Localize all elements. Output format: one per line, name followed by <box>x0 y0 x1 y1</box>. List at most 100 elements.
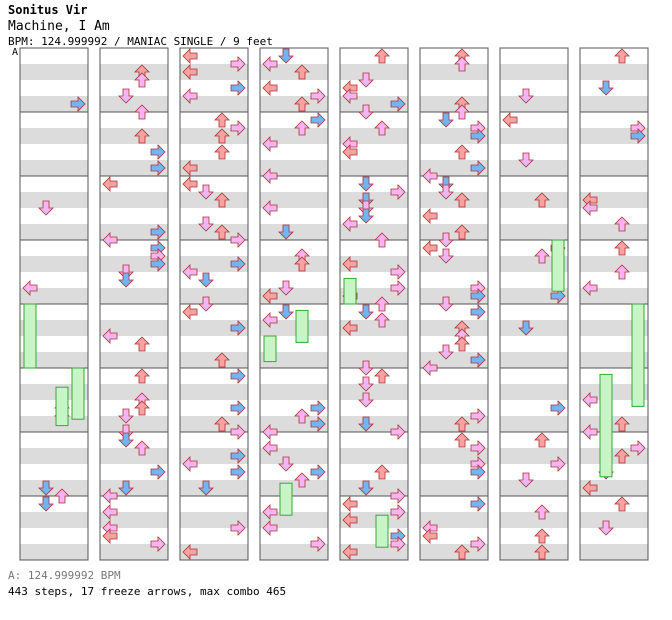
beat-stripe <box>180 64 248 80</box>
step-arrow <box>262 80 278 96</box>
chart-column-border <box>259 47 329 561</box>
beat-stripe <box>20 224 88 240</box>
step-arrow <box>534 248 550 264</box>
step-arrow <box>534 504 550 520</box>
beat-stripe <box>580 288 648 304</box>
step-arrow <box>230 448 246 464</box>
step-arrow <box>470 160 486 176</box>
step-arrow <box>230 520 246 536</box>
beat-stripe <box>100 64 168 80</box>
beat-stripe <box>580 512 648 528</box>
bpm-marker: A <box>12 47 19 58</box>
step-arrow <box>294 120 310 136</box>
step-arrow <box>262 424 278 440</box>
step-arrow <box>118 408 134 424</box>
beat-stripe <box>20 96 88 112</box>
chart-column-border <box>419 47 489 561</box>
step-arrow <box>342 88 358 104</box>
step-arrow <box>518 320 534 336</box>
step-arrow <box>230 80 246 96</box>
step-arrow <box>422 528 438 544</box>
chart-column-border <box>579 47 649 561</box>
step-arrow <box>230 424 246 440</box>
beat-stripe <box>20 320 88 336</box>
step-arrow <box>358 104 374 120</box>
beat-stripe <box>100 96 168 112</box>
step-arrow <box>358 376 374 392</box>
beat-stripe <box>100 224 168 240</box>
beat-stripe <box>260 160 328 176</box>
step-arrow <box>118 272 134 288</box>
step-arrow <box>70 96 86 112</box>
step-arrow <box>502 112 518 128</box>
beat-stripe <box>500 192 568 208</box>
step-arrow <box>262 288 278 304</box>
beat-stripe <box>420 352 488 368</box>
step-arrow <box>342 256 358 272</box>
beat-stripe <box>20 416 88 432</box>
beat-stripe <box>580 416 648 432</box>
step-arrow <box>598 520 614 536</box>
step-arrow <box>390 488 406 504</box>
step-arrow <box>230 232 246 248</box>
step-arrow <box>534 432 550 448</box>
step-arrow <box>342 320 358 336</box>
beat-stripe <box>20 160 88 176</box>
step-arrow <box>230 56 246 72</box>
step-arrow <box>438 344 454 360</box>
beat-stripe <box>260 384 328 400</box>
step-arrow <box>134 440 150 456</box>
beat-stripe <box>340 320 408 336</box>
beat-stripe <box>580 192 648 208</box>
step-arrow <box>438 232 454 248</box>
beat-stripe <box>580 544 648 560</box>
beat-stripe <box>20 64 88 80</box>
chart-column-border <box>99 47 169 561</box>
beat-stripe <box>20 480 88 496</box>
freeze-arrow <box>343 277 357 305</box>
beat-stripe <box>180 128 248 144</box>
step-arrow <box>374 232 390 248</box>
step-arrow <box>470 408 486 424</box>
step-arrow <box>198 184 214 200</box>
step-arrow <box>198 216 214 232</box>
beat-stripe <box>420 320 488 336</box>
beat-stripe <box>340 224 408 240</box>
beat-stripe <box>20 128 88 144</box>
beat-stripe <box>580 224 648 240</box>
step-arrow <box>470 440 486 456</box>
step-arrow <box>182 176 198 192</box>
step-arrow <box>214 128 230 144</box>
step-arrow <box>182 48 198 64</box>
step-arrow <box>614 240 630 256</box>
beat-stripe <box>260 512 328 528</box>
freeze-arrow <box>55 386 69 427</box>
step-arrow <box>54 488 70 504</box>
step-arrow <box>390 536 406 552</box>
beat-stripe <box>420 160 488 176</box>
beat-stripe <box>580 64 648 80</box>
step-arrow <box>550 400 566 416</box>
beat-stripe <box>500 128 568 144</box>
beat-stripe <box>500 512 568 528</box>
beat-stripe <box>580 320 648 336</box>
song-title: Machine, I Am <box>8 19 110 34</box>
step-arrow <box>470 536 486 552</box>
step-arrow <box>342 144 358 160</box>
step-arrow <box>470 288 486 304</box>
beat-stripe <box>420 96 488 112</box>
step-arrow <box>438 184 454 200</box>
beat-stripe <box>180 288 248 304</box>
beat-stripe <box>420 256 488 272</box>
step-arrow <box>614 48 630 64</box>
step-arrow <box>454 192 470 208</box>
step-arrow <box>118 480 134 496</box>
freeze-arrow <box>599 373 613 478</box>
step-arrow <box>454 336 470 352</box>
step-arrow <box>230 464 246 480</box>
beat-stripe <box>20 384 88 400</box>
beat-stripe <box>260 480 328 496</box>
beat-stripe <box>340 512 408 528</box>
step-arrow <box>518 152 534 168</box>
